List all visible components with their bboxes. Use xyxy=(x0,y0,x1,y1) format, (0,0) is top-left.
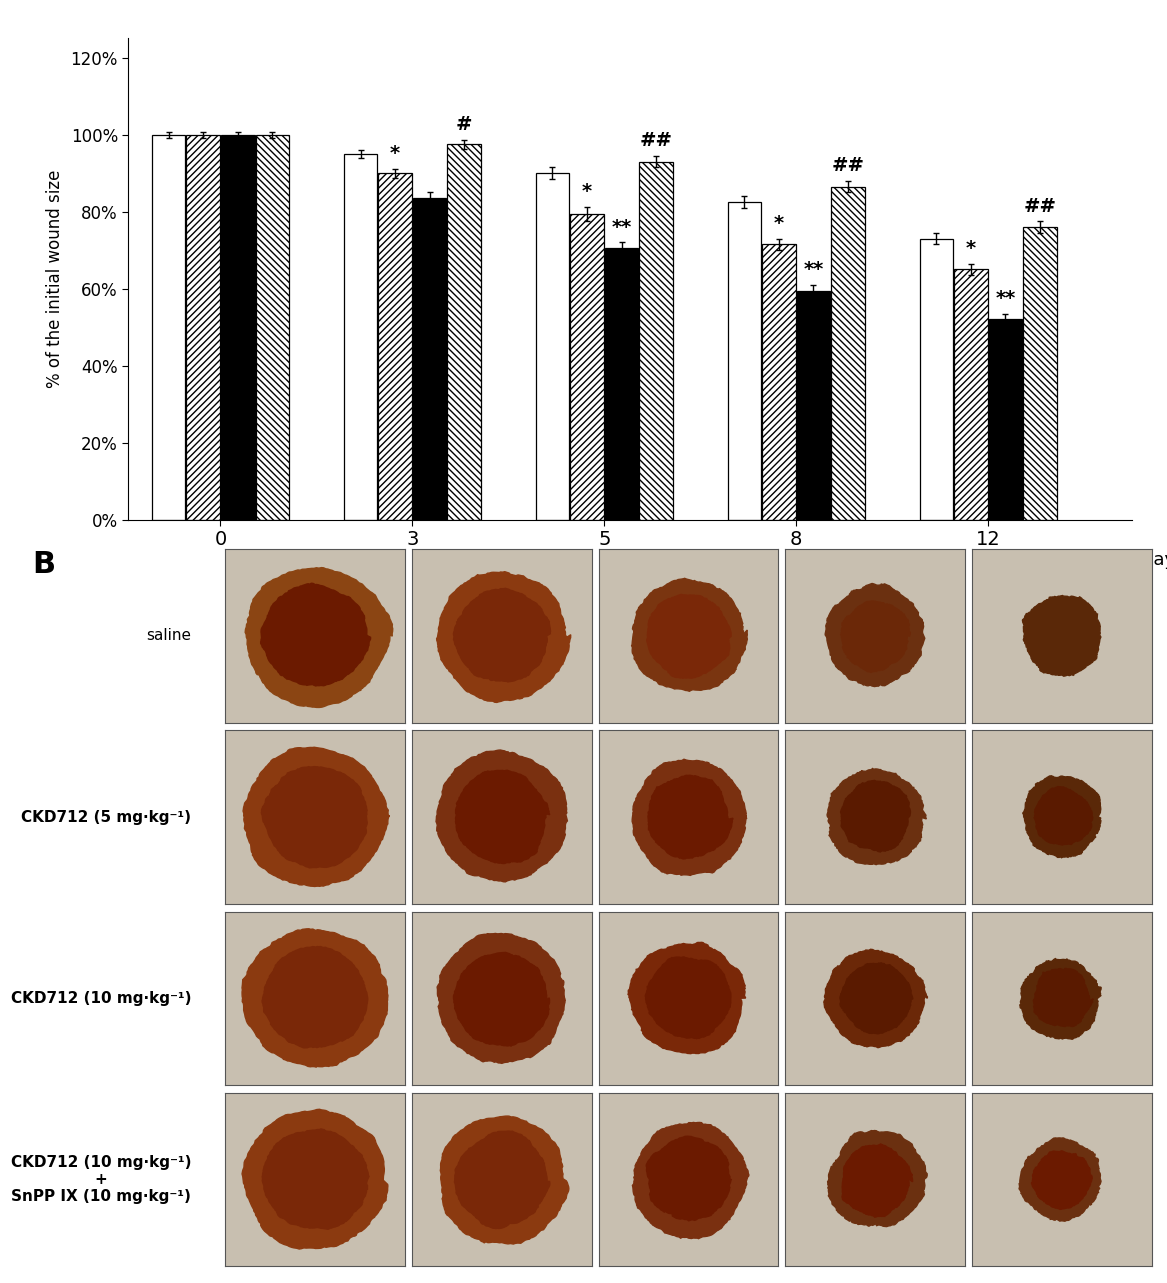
Polygon shape xyxy=(633,1123,749,1238)
Bar xyxy=(536,173,569,520)
Text: **: ** xyxy=(995,289,1015,308)
Text: ##: ## xyxy=(1023,196,1056,216)
Bar xyxy=(447,145,481,520)
Y-axis label: % of the initial wound size: % of the initial wound size xyxy=(46,169,64,389)
Legend: □: Saline, ☒: CKD (5 mg·kg⁻¹), ■: CKD (10 mg·kg⁻¹), ▨: CKD (10 mg·kg⁻¹) + SnPP (: □: Saline, ☒: CKD (5 mg·kg⁻¹), ■: CKD (1… xyxy=(258,0,1002,1)
Bar xyxy=(920,239,953,520)
Polygon shape xyxy=(647,594,731,679)
Polygon shape xyxy=(1022,595,1100,676)
Polygon shape xyxy=(1033,969,1093,1026)
Bar xyxy=(1023,227,1056,520)
Polygon shape xyxy=(243,747,390,887)
Polygon shape xyxy=(1020,958,1102,1039)
Bar xyxy=(727,201,761,520)
Text: *: * xyxy=(966,239,976,258)
Polygon shape xyxy=(1022,776,1100,858)
Bar xyxy=(831,186,865,520)
Polygon shape xyxy=(436,751,567,881)
Text: A: A xyxy=(43,0,67,5)
Bar xyxy=(797,291,830,520)
Polygon shape xyxy=(1019,1138,1100,1221)
Text: saline: saline xyxy=(146,629,191,643)
Polygon shape xyxy=(454,952,550,1046)
Polygon shape xyxy=(454,1132,550,1229)
Polygon shape xyxy=(242,929,387,1067)
Bar xyxy=(640,162,673,520)
Bar xyxy=(256,135,289,520)
Polygon shape xyxy=(455,770,550,863)
Polygon shape xyxy=(245,567,393,707)
Text: B: B xyxy=(33,550,56,580)
Polygon shape xyxy=(840,962,913,1034)
Polygon shape xyxy=(633,760,747,875)
Bar xyxy=(605,248,638,520)
Bar xyxy=(413,199,447,520)
Text: days: days xyxy=(1142,550,1167,568)
Text: CKD712 (5 mg·kg⁻¹): CKD712 (5 mg·kg⁻¹) xyxy=(21,810,191,825)
Polygon shape xyxy=(824,949,928,1048)
Text: ##: ## xyxy=(831,157,865,174)
Polygon shape xyxy=(841,1144,913,1218)
Polygon shape xyxy=(261,767,368,867)
Text: CKD712 (10 mg·kg⁻¹): CKD712 (10 mg·kg⁻¹) xyxy=(11,990,191,1006)
Polygon shape xyxy=(260,584,371,686)
Bar xyxy=(187,135,219,520)
Polygon shape xyxy=(825,584,924,686)
Bar xyxy=(955,269,987,520)
Polygon shape xyxy=(1034,786,1092,845)
Bar xyxy=(152,135,186,520)
Polygon shape xyxy=(263,1129,369,1229)
Polygon shape xyxy=(436,572,571,702)
Text: **: ** xyxy=(612,218,631,236)
Polygon shape xyxy=(1032,606,1093,665)
Text: *: * xyxy=(582,182,592,201)
Polygon shape xyxy=(648,775,733,858)
Bar xyxy=(762,244,796,520)
Polygon shape xyxy=(827,1130,928,1227)
Polygon shape xyxy=(628,942,746,1053)
Polygon shape xyxy=(647,1137,732,1221)
Polygon shape xyxy=(438,934,565,1064)
Text: *: * xyxy=(774,214,784,234)
Bar xyxy=(221,135,254,520)
Bar xyxy=(378,173,412,520)
Text: #: # xyxy=(456,115,473,133)
Bar xyxy=(988,319,1022,520)
Text: CKD712 (10 mg·kg⁻¹)
+
SnPP IX (10 mg·kg⁻¹): CKD712 (10 mg·kg⁻¹) + SnPP IX (10 mg·kg⁻… xyxy=(11,1155,191,1205)
Text: ##: ## xyxy=(640,131,672,150)
Bar xyxy=(571,213,603,520)
Polygon shape xyxy=(263,947,368,1048)
Polygon shape xyxy=(645,957,731,1039)
Text: **: ** xyxy=(803,260,824,280)
Polygon shape xyxy=(454,589,551,683)
Polygon shape xyxy=(631,579,747,692)
Polygon shape xyxy=(827,769,927,865)
Polygon shape xyxy=(242,1110,387,1250)
Polygon shape xyxy=(1032,1151,1092,1210)
Polygon shape xyxy=(840,780,910,852)
Polygon shape xyxy=(840,600,910,672)
Text: *: * xyxy=(390,144,400,163)
Polygon shape xyxy=(440,1116,568,1245)
Bar xyxy=(344,154,377,520)
